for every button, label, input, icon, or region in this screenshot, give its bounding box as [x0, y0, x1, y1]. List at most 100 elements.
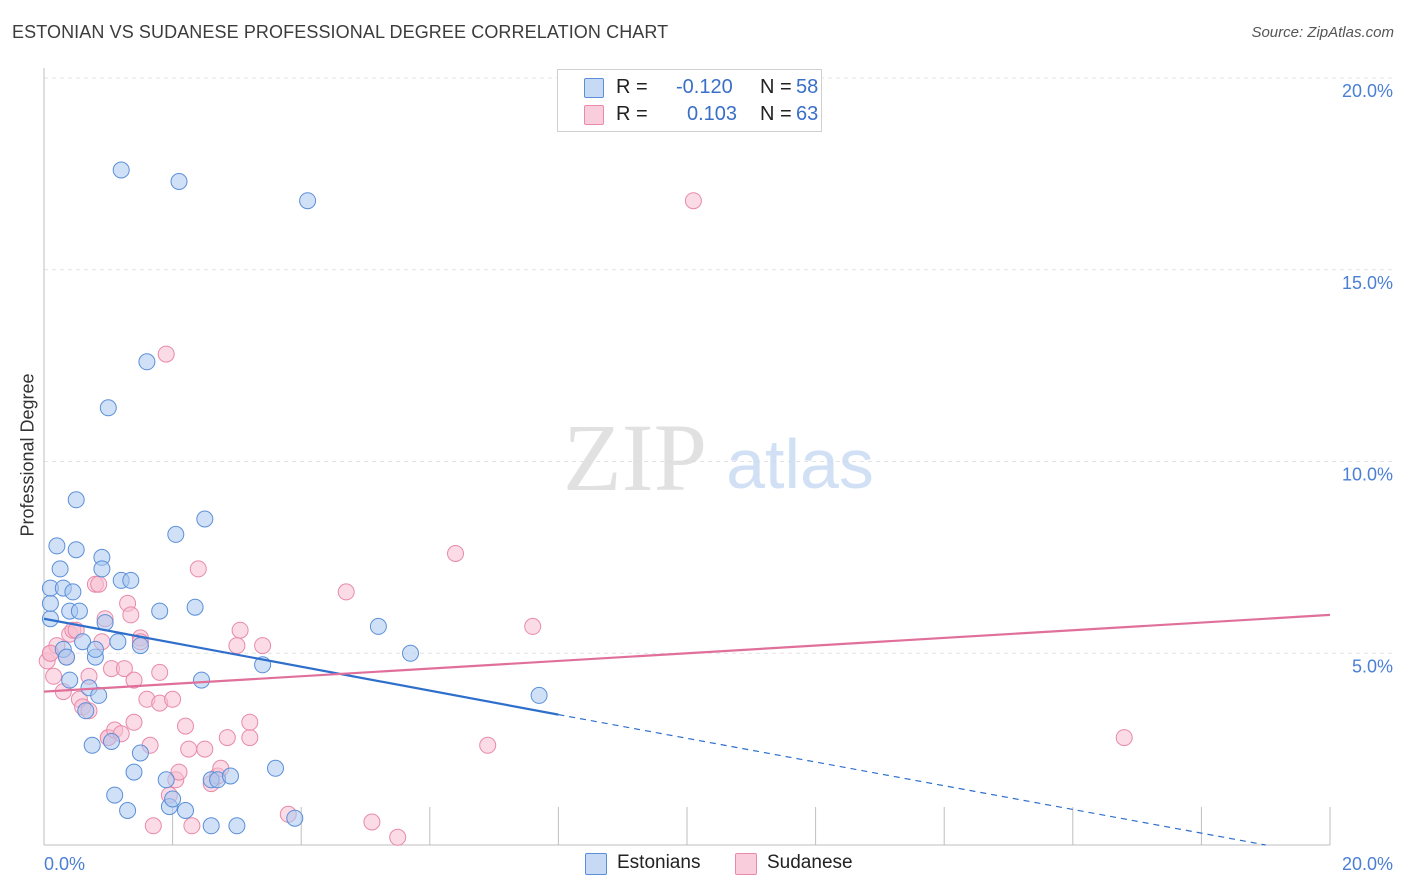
estonians-point	[369, 617, 387, 635]
sudanese-label: Sudanese	[767, 852, 853, 873]
sudanese-point	[231, 621, 249, 639]
n-label: N =	[760, 76, 792, 98]
estonians-point	[74, 633, 92, 651]
sudanese-point	[389, 828, 407, 846]
sudanese-point	[125, 671, 143, 689]
sudanese-point	[180, 740, 198, 758]
estonians-label: Estonians	[617, 852, 701, 873]
x-tick-label: 20.0%	[1342, 854, 1393, 874]
watermark-atlas: atlas	[726, 425, 874, 503]
sudanese-point	[447, 545, 464, 562]
estonians-point	[193, 671, 210, 689]
estonians-point	[48, 537, 66, 555]
trend-lines	[43, 613, 1331, 846]
estonians-point	[131, 637, 149, 655]
estonians-point	[167, 525, 185, 543]
estonians-point	[122, 571, 140, 589]
estonians-point	[70, 602, 88, 620]
estonians-point	[41, 594, 59, 612]
sudanese-point	[164, 690, 182, 708]
estonians-point	[151, 602, 169, 620]
estonians-point	[131, 744, 149, 762]
estonians-point	[64, 583, 82, 601]
estonians-point	[109, 633, 127, 651]
estonians-point	[61, 671, 79, 689]
estonians-point	[267, 759, 284, 777]
source-label: Source: ZipAtlas.com	[1251, 24, 1394, 41]
estonians-point	[67, 541, 85, 559]
sudanese-point	[196, 740, 214, 758]
estonians-point	[125, 763, 143, 781]
sudanese-point	[684, 192, 702, 210]
watermark-zip: ZIP	[563, 404, 707, 511]
sudanese-swatch	[584, 105, 604, 125]
estonians-point	[177, 802, 194, 819]
estonians-swatch	[584, 78, 604, 98]
sudanese-point	[125, 713, 143, 731]
estonians-point	[186, 598, 204, 616]
estonians-point	[164, 790, 182, 808]
estonians-point	[83, 736, 101, 754]
r-label: R =	[616, 76, 648, 98]
estonians-point	[170, 173, 188, 190]
estonians-point	[157, 771, 175, 789]
y-tick-label: 10.0%	[1342, 465, 1393, 485]
correlation-legend: R = -0.120 N = 58 R = 0.103 N = 63	[557, 69, 822, 132]
estonians-point	[77, 702, 95, 720]
sudanese-swatch	[735, 853, 757, 875]
sudanese-point	[90, 575, 108, 593]
estonians-trend-extension	[558, 714, 1266, 846]
estonians-point	[299, 192, 317, 210]
estonians-point	[286, 809, 304, 827]
sudanese-point	[241, 729, 259, 747]
sudanese-point	[1115, 729, 1133, 747]
estonians-point	[138, 353, 156, 371]
estonians-point	[202, 817, 220, 835]
sudanese-trend-line	[43, 613, 1331, 693]
estonians-point	[93, 560, 111, 578]
sudanese-point	[218, 729, 236, 747]
estonians-point	[530, 686, 548, 704]
sudanese-point	[151, 663, 169, 681]
n-label: N =	[760, 103, 792, 125]
estonians-point	[106, 786, 124, 804]
r-label: R =	[616, 103, 648, 125]
estonians-point	[112, 161, 130, 179]
estonians-point	[119, 802, 137, 819]
r-value: -0.120	[676, 76, 733, 98]
sudanese-point	[337, 583, 355, 601]
estonians-point	[58, 648, 75, 666]
estonians-point	[103, 733, 120, 750]
y-tick-label: 15.0%	[1342, 273, 1393, 293]
sudanese-point	[479, 736, 497, 754]
estonians-swatch	[585, 853, 607, 875]
sudanese-point	[183, 817, 201, 835]
n-value: 58	[796, 76, 819, 98]
y-tick-label: 20.0%	[1342, 81, 1393, 101]
estonians-point	[51, 560, 69, 578]
sudanese-point	[170, 763, 188, 781]
estonians-point	[196, 510, 214, 528]
estonians-point	[222, 767, 239, 785]
sudanese-point	[254, 637, 272, 655]
estonians-point	[228, 817, 246, 835]
sudanese-point	[157, 345, 175, 363]
r-value: 0.103	[687, 103, 738, 125]
sudanese-point	[228, 637, 246, 655]
sudanese-point	[45, 667, 63, 685]
estonians-point	[90, 686, 108, 704]
sudanese-point	[363, 813, 381, 831]
estonians-point	[402, 644, 419, 662]
estonians-point	[99, 399, 117, 417]
sudanese-point	[122, 606, 140, 624]
y-tick-label: 5.0%	[1352, 656, 1393, 676]
sudanese-point	[189, 560, 207, 578]
sudanese-point	[144, 817, 162, 835]
n-value: 63	[796, 103, 819, 125]
chart-title: ESTONIAN VS SUDANESE PROFESSIONAL DEGREE…	[12, 22, 669, 42]
gridlines	[44, 77, 1395, 654]
tick-labels: 5.0% 10.0% 15.0% 20.0% 0.0% 20.0%	[44, 81, 1393, 874]
sudanese-point	[177, 717, 194, 735]
sudanese-point	[524, 617, 542, 635]
